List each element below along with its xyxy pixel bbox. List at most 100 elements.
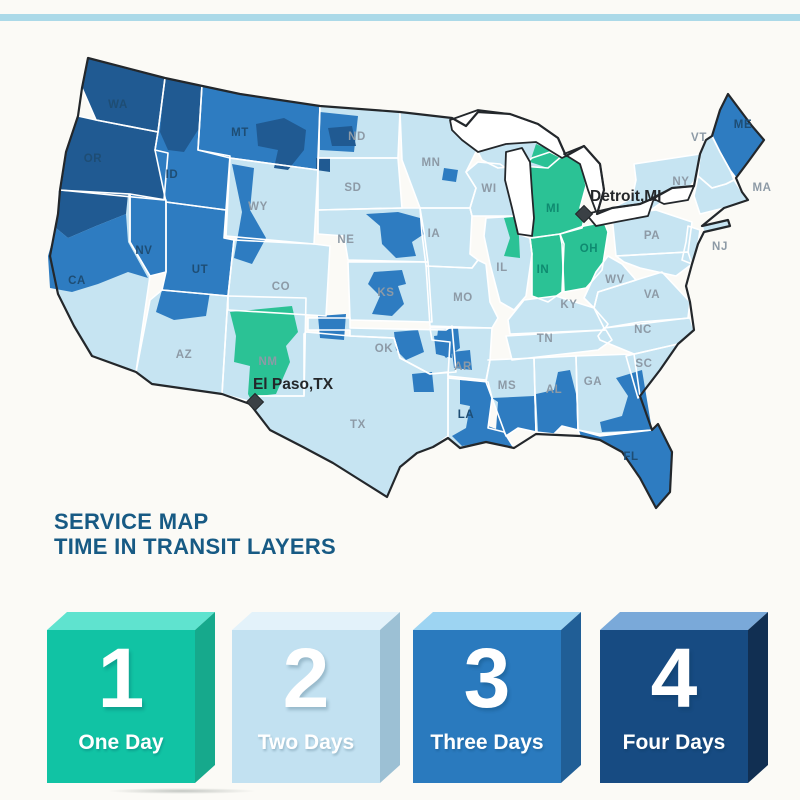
state-vt_nh bbox=[698, 136, 734, 188]
state-label-mt: MT bbox=[231, 127, 249, 139]
patch-mt-east bbox=[256, 118, 306, 170]
state-label-nj: NJ bbox=[712, 241, 728, 253]
patch-al-south bbox=[536, 370, 578, 434]
state-label-vt: VT bbox=[691, 132, 707, 144]
state-label-mn: MN bbox=[421, 157, 440, 169]
state-label-co: CO bbox=[272, 281, 290, 293]
patch-nd-center bbox=[328, 126, 356, 146]
legend-block-top-face bbox=[600, 612, 768, 630]
legend-day-label: Two Days bbox=[257, 731, 355, 754]
state-label-al: AL bbox=[546, 384, 563, 396]
state-label-nd: ND bbox=[348, 131, 366, 143]
state-label-ky: KY bbox=[560, 299, 577, 311]
legend-block-side-face bbox=[380, 612, 400, 783]
legend-day-number: 3 bbox=[463, 631, 511, 725]
state-label-ia: IA bbox=[428, 228, 441, 240]
legend-day-number: 2 bbox=[282, 631, 330, 725]
lake-michigan-icon bbox=[504, 147, 535, 237]
state-label-wy: WY bbox=[248, 201, 268, 213]
state-label-ma: MA bbox=[752, 182, 771, 194]
state-label-ks: KS bbox=[377, 287, 394, 299]
title-line-1: SERVICE MAP bbox=[54, 509, 209, 534]
state-label-id: ID bbox=[166, 169, 179, 181]
state-border-wv bbox=[583, 255, 637, 309]
state-label-ny: NY bbox=[672, 176, 689, 188]
state-tn bbox=[506, 330, 612, 360]
state-label-in: IN bbox=[537, 264, 550, 276]
state-label-ar: AR bbox=[454, 361, 472, 373]
state-label-sd: SD bbox=[344, 182, 361, 194]
us-map-svg: WA OR CA NV ID MT WY UT CO AZ NM ND SD NE KS OK TX MN IA MO… bbox=[48, 56, 771, 510]
legend-block-top-face bbox=[232, 612, 400, 630]
state-in bbox=[530, 234, 564, 302]
legend-block-front-face: 2 Two Days bbox=[232, 630, 380, 783]
city-label-detroit: Detroit,MI bbox=[590, 188, 661, 205]
state-border-md_de bbox=[615, 251, 693, 277]
state-label-nv: NV bbox=[135, 245, 152, 257]
patch-mt-sd-corner bbox=[316, 158, 330, 172]
patch-ut-az-border bbox=[156, 290, 210, 320]
city-marker-detroit-icon bbox=[574, 204, 594, 224]
state-ut bbox=[162, 202, 234, 296]
state-label-mo: MO bbox=[453, 292, 473, 304]
patch-north-ca bbox=[56, 190, 128, 238]
legend-day-number: 1 bbox=[97, 631, 145, 725]
state-border-tn bbox=[505, 329, 613, 361]
state-label-il: IL bbox=[496, 262, 507, 274]
state-nv bbox=[130, 194, 166, 276]
state-label-oh: OH bbox=[580, 243, 598, 255]
transit-days-legend: 1 One Day 2 Two Days 3 Three Days 4 Four Days bbox=[0, 612, 800, 794]
legend-block-4: 4 Four Days bbox=[600, 612, 768, 783]
state-border-oh bbox=[559, 221, 609, 293]
patch-ne-east bbox=[366, 212, 424, 258]
state-label-tn: TN bbox=[537, 333, 554, 345]
patch-ks-central bbox=[368, 270, 406, 316]
state-or bbox=[60, 116, 168, 200]
state-label-wa: WA bbox=[108, 99, 128, 111]
page-title: SERVICE MAP TIME IN TRANSIT LAYERS bbox=[54, 509, 336, 559]
legend-block-front-face: 1 One Day bbox=[47, 630, 195, 783]
legend-block-shadow bbox=[107, 788, 257, 794]
state-border-nv bbox=[129, 193, 167, 277]
state-label-az: AZ bbox=[176, 349, 193, 361]
state-label-ut: UT bbox=[192, 264, 209, 276]
city-marker-el-paso-icon bbox=[245, 392, 265, 412]
city-label-el-paso: El Paso,TX bbox=[253, 376, 334, 393]
patch-ar-south bbox=[452, 350, 472, 370]
state-label-pa: PA bbox=[644, 230, 660, 242]
state-pa bbox=[612, 210, 692, 256]
legend-day-label: Four Days bbox=[622, 731, 726, 754]
title-line-2: TIME IN TRANSIT LAYERS bbox=[54, 534, 337, 559]
patch-central-ca bbox=[48, 214, 148, 292]
legend-block-side-face bbox=[561, 612, 581, 783]
legend-block-top-face bbox=[47, 612, 215, 630]
us-transit-map: WA OR CA NV ID MT WY UT CO AZ NM ND SD NE KS OK TX MN IA MO… bbox=[48, 56, 771, 510]
state-ia bbox=[420, 208, 478, 268]
patch-tx-north bbox=[412, 372, 434, 392]
state-label-ne: NE bbox=[337, 234, 354, 246]
state-label-la: LA bbox=[458, 409, 475, 421]
state-label-ok: OK bbox=[375, 343, 394, 355]
legend-block-front-face: 3 Three Days bbox=[413, 630, 561, 783]
state-label-me: ME bbox=[734, 119, 752, 131]
state-label-ga: GA bbox=[584, 376, 602, 388]
state-border-ks bbox=[347, 261, 433, 323]
legend-day-label: One Day bbox=[78, 731, 164, 754]
state-border-mo bbox=[425, 259, 499, 329]
patch-north-id bbox=[160, 78, 202, 152]
state-wa bbox=[82, 58, 165, 132]
legend-day-number: 4 bbox=[650, 631, 698, 725]
state-border-ky bbox=[507, 295, 609, 335]
state-mo bbox=[426, 260, 498, 328]
state-label-wi: WI bbox=[481, 183, 496, 195]
state-ny bbox=[612, 154, 700, 216]
us-coastline-outline bbox=[48, 56, 766, 510]
legend-block-3: 3 Three Days bbox=[413, 612, 581, 783]
state-border-va bbox=[593, 271, 691, 329]
state-label-mi: MI bbox=[546, 203, 560, 215]
state-label-va: VA bbox=[644, 289, 660, 301]
state-label-nm: NM bbox=[258, 356, 277, 368]
state-label-wv: WV bbox=[605, 274, 625, 286]
state-wi bbox=[466, 162, 516, 216]
state-label-ca: CA bbox=[68, 275, 86, 287]
